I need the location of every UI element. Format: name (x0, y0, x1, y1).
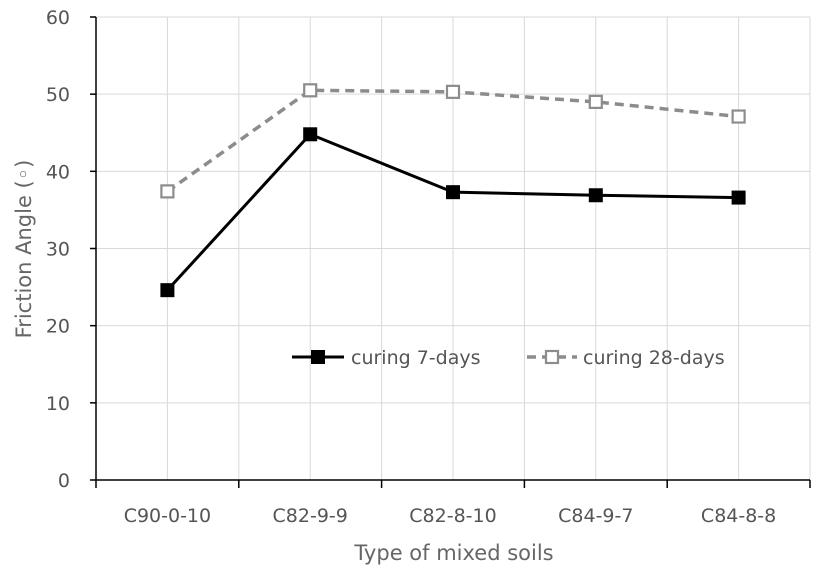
axes (90, 16, 811, 488)
data-point-1 (303, 83, 318, 98)
x-tick-label: C84-8-8 (701, 505, 776, 527)
series-layer (160, 83, 746, 298)
y-tick-label: 30 (46, 239, 70, 261)
y-axis-title: Friction Angle (◦) (12, 160, 36, 339)
legend: curing 7-days curing 28-days (292, 347, 725, 369)
y-tick-labels: 0 10 20 30 40 50 60 (46, 7, 70, 492)
data-point-0 (731, 190, 746, 205)
y-tick-label: 10 (46, 393, 70, 415)
x-axis-title: Type of mixed soils (353, 541, 553, 565)
x-tick-label: C82-9-9 (273, 505, 348, 527)
legend-label-0: curing 7-days (351, 347, 481, 369)
data-point-0 (160, 283, 175, 298)
legend-label-1: curing 28-days (583, 347, 725, 369)
data-point-1 (731, 109, 746, 124)
data-point-0 (446, 185, 460, 200)
data-point-1 (160, 184, 175, 199)
legend-marker-1 (544, 349, 560, 365)
x-tick-label: C90-0-10 (124, 505, 211, 527)
x-tick-label: C84-9-7 (558, 505, 633, 527)
legend-marker-0 (311, 350, 325, 364)
x-tick-label: C82-8-10 (409, 505, 496, 527)
y-tick-label: 50 (46, 84, 70, 106)
data-point-0 (303, 127, 318, 142)
y-tick-label: 60 (46, 7, 70, 29)
data-point-0 (588, 188, 603, 203)
y-tick-label: 40 (46, 161, 70, 183)
y-tick-label: 0 (58, 470, 70, 492)
y-tick-label: 20 (46, 316, 70, 338)
data-point-1 (588, 94, 603, 109)
data-point-1 (445, 84, 461, 99)
x-tick-labels: C90-0-10 C82-9-9 C82-8-10 C84-9-7 C84-8-8 (124, 505, 777, 527)
